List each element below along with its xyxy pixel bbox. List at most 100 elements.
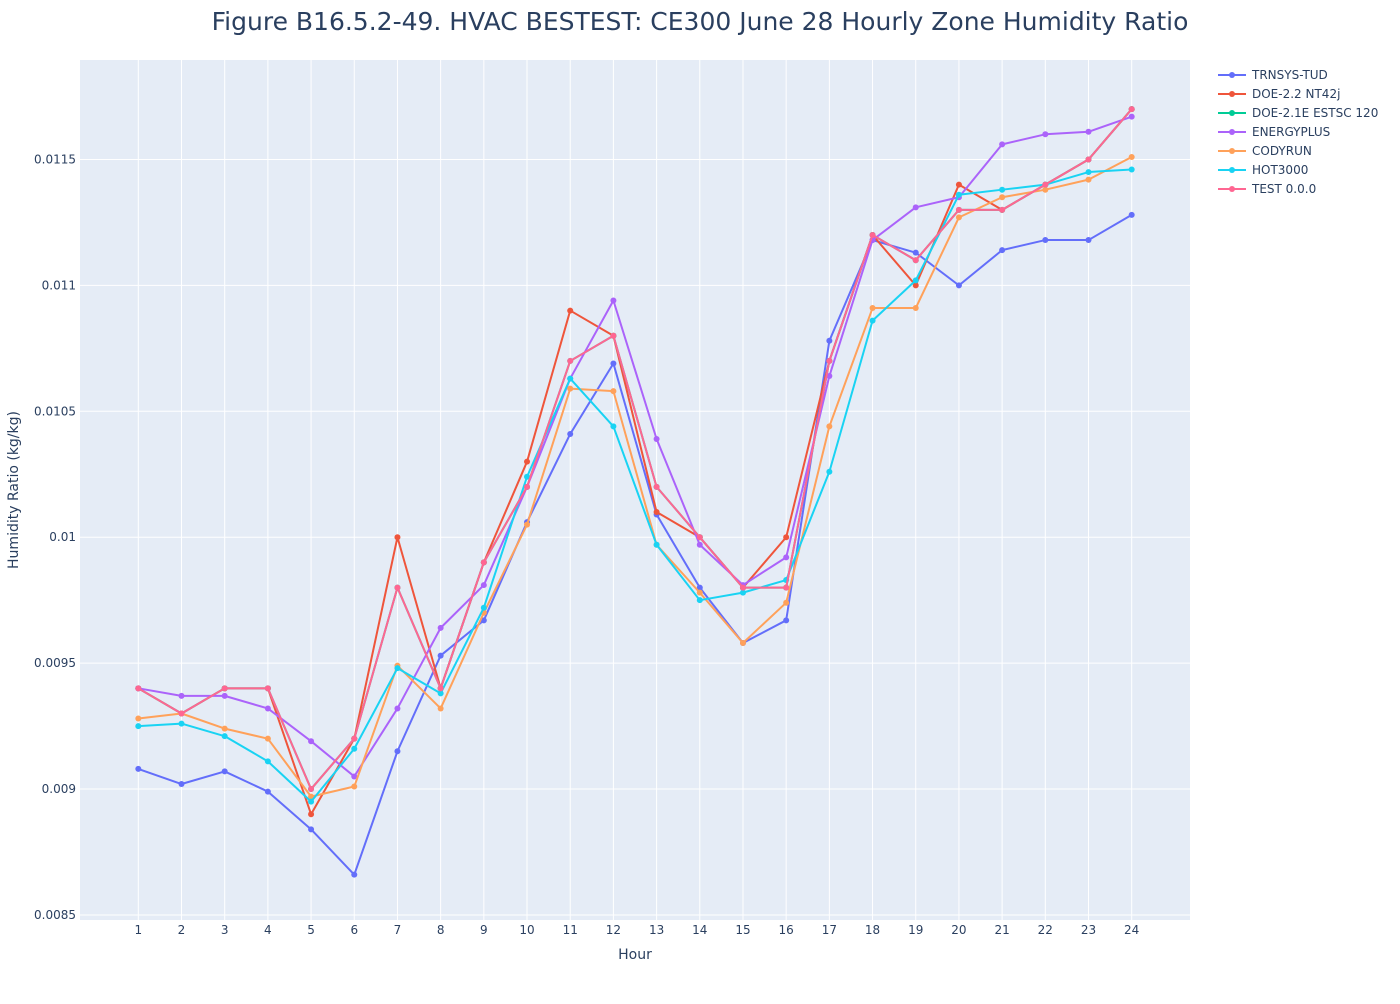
- legend-item-hot3000[interactable]: HOT3000: [1218, 163, 1308, 177]
- data-point: [264, 705, 271, 712]
- x-axis-label: Hour: [618, 947, 652, 963]
- data-point: [178, 692, 185, 699]
- x-tick-label: 18: [865, 923, 880, 937]
- legend-item-doe-2-2-nt42j[interactable]: DOE-2.2 NT42j: [1218, 87, 1340, 101]
- data-point: [653, 509, 660, 516]
- data-point: [264, 788, 271, 795]
- data-point: [610, 297, 617, 304]
- y-axis-ticks: 0.0085 0.009 0.0095 0.01 0.0105 0.011 0.0115: [34, 152, 76, 921]
- data-point: [567, 385, 574, 392]
- data-point: [351, 735, 358, 742]
- y-tick-label: 0.011: [42, 278, 76, 292]
- data-point: [955, 282, 962, 289]
- legend-item-doe-2-1e-estsc-120[interactable]: DOE-2.1E ESTSC 120: [1218, 106, 1378, 120]
- data-point: [1128, 106, 1135, 113]
- data-point: [1085, 128, 1092, 135]
- data-point: [437, 690, 444, 697]
- x-tick-label: 8: [437, 923, 445, 937]
- data-point: [783, 554, 790, 561]
- data-point: [567, 375, 574, 382]
- x-tick-label: 12: [606, 923, 621, 937]
- x-tick-label: 23: [1081, 923, 1096, 937]
- data-point: [524, 458, 531, 465]
- data-point: [308, 826, 315, 833]
- data-point: [437, 624, 444, 631]
- data-point: [912, 305, 919, 312]
- legend-item-codyrun[interactable]: CODYRUN: [1218, 144, 1312, 158]
- data-point: [955, 206, 962, 213]
- data-point: [178, 720, 185, 727]
- data-point: [955, 181, 962, 188]
- data-point: [653, 541, 660, 548]
- legend: TRNSYS-TUD DOE-2.2 NT42j DOE-2.1E ESTSC 12…: [1218, 68, 1378, 196]
- x-tick-label: 17: [822, 923, 837, 937]
- data-point: [955, 214, 962, 221]
- data-point: [999, 206, 1006, 213]
- y-tick-label: 0.0095: [34, 656, 76, 670]
- data-point: [826, 468, 833, 475]
- data-point: [999, 186, 1006, 193]
- x-tick-label: 1: [134, 923, 142, 937]
- data-point: [437, 685, 444, 692]
- data-point: [869, 305, 876, 312]
- plot-area: [80, 60, 1190, 920]
- legend-item-trnsys-tud[interactable]: TRNSYS-TUD: [1218, 68, 1328, 82]
- data-point: [567, 307, 574, 314]
- data-point: [912, 249, 919, 256]
- series-line-codyrun: [138, 156, 1133, 798]
- data-point: [999, 194, 1006, 201]
- data-point: [221, 692, 228, 699]
- series-line-hot3000: [138, 168, 1132, 803]
- data-point: [1128, 113, 1135, 120]
- x-tick-label: 7: [394, 923, 402, 937]
- data-point: [912, 282, 919, 289]
- data-point: [135, 765, 142, 772]
- data-point: [394, 534, 401, 541]
- y-axis-label: Humidity Ratio (kg/kg): [6, 411, 22, 569]
- data-point: [955, 191, 962, 198]
- data-point: [221, 685, 228, 692]
- data-point: [567, 357, 574, 364]
- legend-label: CODYRUN: [1252, 144, 1312, 158]
- legend-label: TRNSYS-TUD: [1251, 68, 1328, 82]
- data-point: [437, 705, 444, 712]
- data-point: [999, 247, 1006, 254]
- data-point: [264, 735, 271, 742]
- legend-marker: [1229, 186, 1235, 192]
- data-point: [739, 639, 746, 646]
- data-point: [869, 317, 876, 324]
- data-point: [351, 745, 358, 752]
- series-trnsys-tud: [135, 211, 1135, 878]
- x-tick-label: 19: [908, 923, 923, 937]
- data-point: [351, 783, 358, 790]
- data-point: [610, 388, 617, 395]
- legend-marker: [1229, 72, 1235, 78]
- data-point: [826, 337, 833, 344]
- data-point: [264, 758, 271, 765]
- data-point: [524, 483, 531, 490]
- x-tick-label: 13: [649, 923, 664, 937]
- data-point: [178, 710, 185, 717]
- legend-item-test-0-0-0[interactable]: TEST 0.0.0: [1218, 182, 1316, 196]
- data-point: [1042, 186, 1049, 193]
- data-point: [394, 665, 401, 672]
- data-point: [480, 559, 487, 566]
- series-layer: [135, 106, 1135, 878]
- x-tick-label: 24: [1124, 923, 1139, 937]
- data-point: [1128, 166, 1135, 173]
- x-tick-label: 10: [519, 923, 534, 937]
- legend-item-energyplus[interactable]: ENERGYPLUS: [1218, 125, 1330, 139]
- data-point: [221, 725, 228, 732]
- data-point: [480, 582, 487, 589]
- grid-lines: [80, 60, 1190, 920]
- data-point: [524, 521, 531, 528]
- x-axis-ticks: 1 2 3 4 5 6 7 8 9 10 11 12 13 14 15 16 17 18 19 20 21 22 23 24: [134, 923, 1139, 937]
- data-point: [308, 738, 315, 745]
- data-point: [1085, 156, 1092, 163]
- y-tick-label: 0.0105: [34, 404, 76, 418]
- data-point: [1128, 211, 1135, 218]
- data-point: [1128, 153, 1135, 160]
- data-point: [221, 733, 228, 740]
- series-line-trnsys-tud: [137, 214, 1133, 876]
